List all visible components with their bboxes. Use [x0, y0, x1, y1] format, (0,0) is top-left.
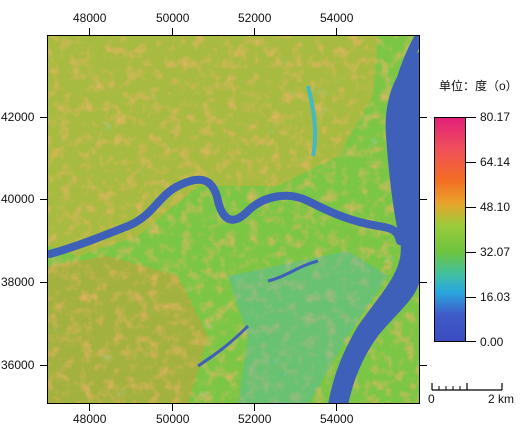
colorbar-tick	[466, 162, 476, 163]
x-tick-mark	[172, 404, 173, 411]
x-tick-mark	[172, 28, 173, 35]
y-tick-mark	[40, 199, 47, 200]
y-tick-mark	[420, 117, 427, 118]
x-tick-mark	[336, 404, 337, 411]
x-tick-mark	[254, 28, 255, 35]
tributary	[197, 324, 250, 368]
x-tick-label-bottom: 54000	[320, 412, 354, 426]
legend-value: 48.10	[480, 200, 511, 214]
scale-bar-start: 0	[428, 392, 435, 406]
colorbar-tick	[466, 341, 476, 342]
legend-value: 80.17	[480, 110, 511, 124]
slope-map	[47, 35, 420, 404]
legend-value: 16.03	[480, 290, 511, 304]
y-tick-label: 36000	[1, 358, 35, 372]
colorbar-tick	[466, 297, 476, 298]
y-tick-mark	[40, 282, 47, 283]
y-tick-mark	[40, 365, 47, 366]
x-tick-label-top: 52000	[238, 11, 272, 25]
x-tick-label-top: 50000	[156, 11, 190, 25]
y-tick-label: 40000	[1, 192, 35, 206]
y-tick-mark	[420, 282, 427, 283]
y-tick-mark	[420, 199, 427, 200]
x-tick-mark	[254, 404, 255, 411]
colorbar-tick	[466, 252, 476, 253]
y-tick-label: 42000	[1, 110, 35, 124]
river-east-edge	[388, 36, 419, 243]
colorbar-tick	[466, 207, 476, 208]
river-main	[48, 175, 404, 258]
x-tick-label-bottom: 48000	[73, 412, 107, 426]
y-tick-mark	[420, 365, 427, 366]
x-tick-label-bottom: 50000	[156, 412, 190, 426]
x-tick-mark	[89, 28, 90, 35]
scale-bar	[431, 383, 503, 391]
slope-raster	[48, 36, 419, 403]
y-tick-mark	[40, 117, 47, 118]
legend-value: 0.00	[480, 335, 504, 349]
y-tick-label: 38000	[1, 275, 35, 289]
flat-plain	[228, 251, 388, 403]
legend-value: 32.07	[480, 245, 511, 259]
x-tick-mark	[89, 404, 90, 411]
legend-colorbar	[434, 117, 466, 342]
colorbar-tick	[466, 117, 476, 118]
legend-title: 单位：度（o）	[439, 79, 518, 93]
scale-bar-end: 2 km	[488, 392, 515, 406]
x-tick-label-top: 48000	[73, 11, 107, 25]
tributary	[306, 85, 318, 157]
x-tick-label-bottom: 52000	[238, 412, 272, 426]
legend-value: 64.14	[480, 155, 511, 169]
x-tick-mark	[336, 28, 337, 35]
tributary	[267, 259, 319, 283]
x-tick-label-top: 54000	[320, 11, 354, 25]
